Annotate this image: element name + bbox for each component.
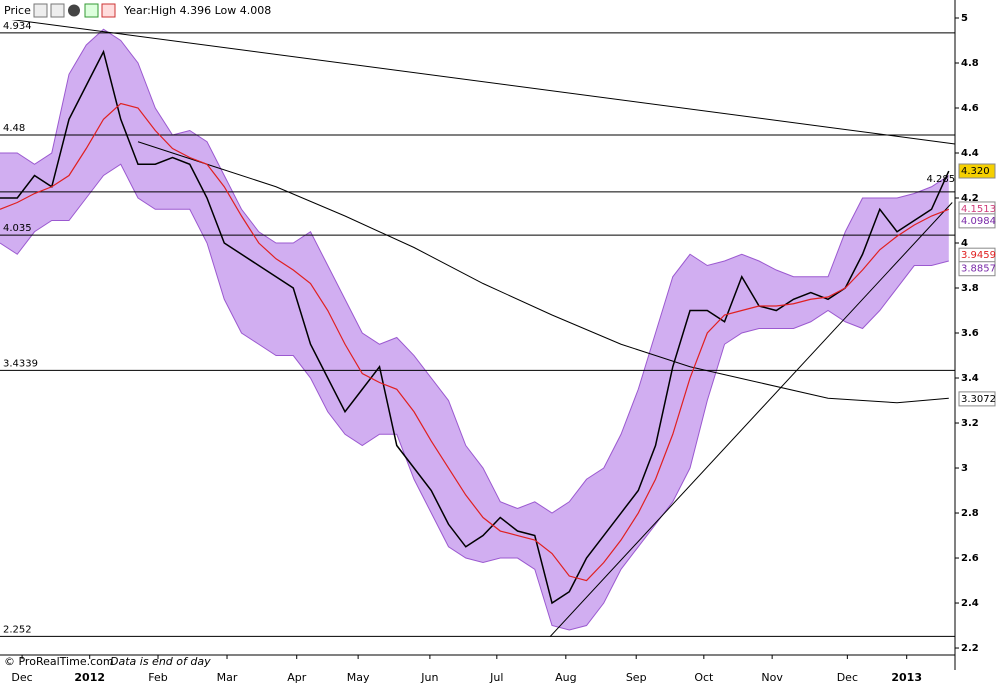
x-tick-label: Mar bbox=[217, 671, 238, 684]
y-tick-label: 4.8 bbox=[961, 58, 979, 69]
x-tick-label: May bbox=[347, 671, 370, 684]
level-label: 4.035 bbox=[3, 223, 32, 234]
price-tag-label: 3.3072 bbox=[961, 394, 996, 405]
toolbar: Price Year:High 4.396 Low 4.008 bbox=[0, 0, 271, 20]
y-tick-label: 2.8 bbox=[961, 508, 979, 519]
bollinger-band bbox=[0, 29, 949, 631]
trendline bbox=[549, 202, 953, 638]
up-icon[interactable] bbox=[84, 3, 99, 18]
x-tick-label: Jun bbox=[420, 671, 438, 684]
price-tag-label: 3.8857 bbox=[961, 264, 996, 275]
level-label: 4.934 bbox=[3, 21, 32, 32]
y-tick-label: 4 bbox=[961, 238, 968, 249]
bollinger-lower bbox=[0, 163, 949, 631]
x-tick-label: Oct bbox=[694, 671, 714, 684]
moving-average bbox=[0, 102, 950, 582]
x-tick-label: Feb bbox=[148, 671, 167, 684]
y-tick-label: 3 bbox=[961, 463, 968, 474]
y-tick-label: 3.6 bbox=[961, 328, 979, 339]
y-tick-label: 5 bbox=[961, 13, 968, 24]
close-icon[interactable] bbox=[68, 4, 80, 17]
price-tag-label: 4.0984 bbox=[961, 216, 996, 227]
level-label: 4.48 bbox=[3, 123, 25, 134]
y-tick-label: 3.8 bbox=[961, 283, 979, 294]
price-tag-label: 4.320 bbox=[961, 166, 990, 177]
window-icon[interactable] bbox=[50, 3, 65, 18]
down-icon[interactable] bbox=[101, 3, 116, 18]
range-text: Year:High 4.396 Low 4.008 bbox=[123, 4, 271, 17]
x-tick-label: Nov bbox=[761, 671, 783, 684]
y-tick-label: 3.4 bbox=[961, 373, 979, 384]
price-tag-label: 4.1513 bbox=[961, 204, 996, 215]
x-tick-label: 2013 bbox=[891, 671, 922, 684]
y-tick-label: 4.6 bbox=[961, 103, 979, 114]
y-tick-label: 2.4 bbox=[961, 598, 979, 609]
x-tick-label: Aug bbox=[555, 671, 576, 684]
footer-source: © ProRealTime.com bbox=[4, 655, 114, 668]
footer-note: Data is end of day bbox=[110, 655, 211, 668]
price-tag bbox=[958, 391, 996, 407]
x-tick-label: Dec bbox=[11, 671, 32, 684]
price-tag-label: 3.9459 bbox=[961, 250, 996, 261]
y-tick-label: 2.2 bbox=[961, 643, 979, 654]
y-tick-label: 4.2 bbox=[961, 193, 979, 204]
bollinger-upper bbox=[0, 28, 950, 514]
level-label: 2.252 bbox=[3, 624, 32, 635]
x-tick-label: Jul bbox=[489, 671, 503, 684]
x-tick-label: Dec bbox=[837, 671, 858, 684]
annotation: 4.285 bbox=[926, 174, 955, 185]
long-average bbox=[137, 141, 949, 404]
y-tick-label: 3.2 bbox=[961, 418, 979, 429]
level-label: 3.4339 bbox=[3, 358, 38, 369]
price-line bbox=[0, 49, 950, 605]
x-tick-label: 2012 bbox=[74, 671, 105, 684]
x-tick-label: Sep bbox=[626, 671, 647, 684]
price-tag bbox=[958, 213, 996, 229]
y-tick-label: 4.4 bbox=[961, 148, 979, 159]
price-tag bbox=[958, 261, 996, 277]
price-tag bbox=[958, 163, 996, 179]
trendline bbox=[0, 17, 956, 145]
toolbar-label: Price bbox=[4, 4, 31, 17]
wrench-icon[interactable] bbox=[33, 3, 48, 18]
toolbar-bg bbox=[0, 0, 270, 20]
y-tick-label: 2.6 bbox=[961, 553, 979, 564]
x-tick-label: Apr bbox=[287, 671, 307, 684]
